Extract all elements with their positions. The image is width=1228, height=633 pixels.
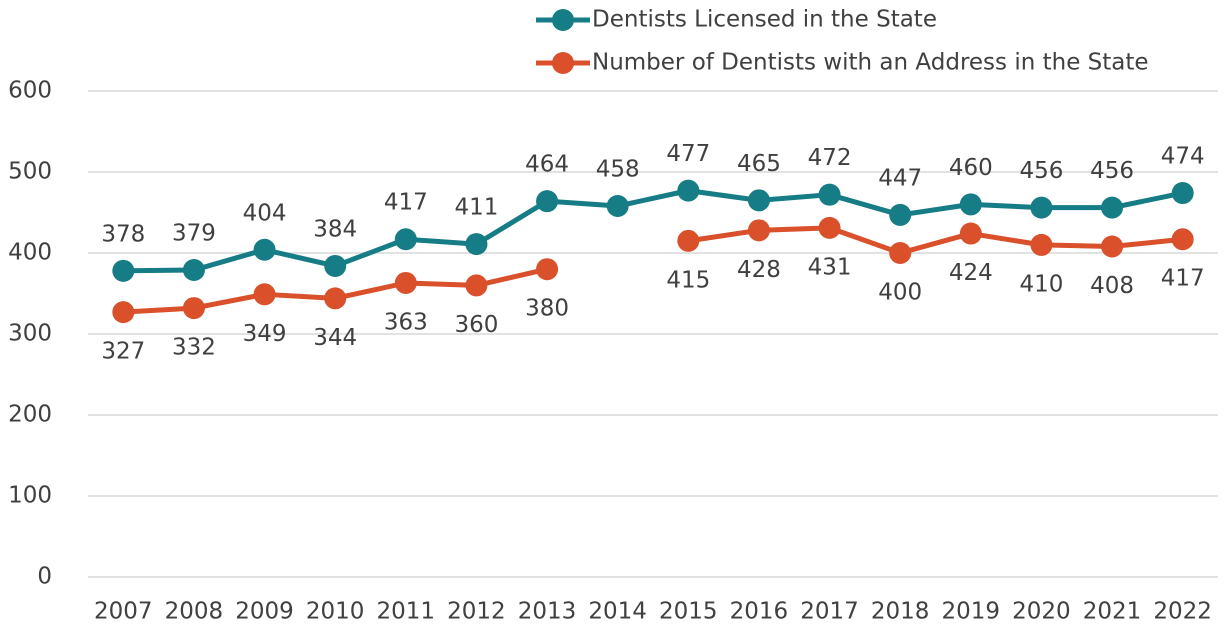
- y-tick-label: 300: [8, 321, 52, 347]
- series-line: [123, 225, 1183, 315]
- data-label: 332: [172, 335, 216, 361]
- x-tick-label: 2008: [165, 599, 224, 625]
- data-point: [889, 242, 912, 264]
- data-label: 379: [172, 221, 216, 247]
- data-label: 327: [101, 339, 145, 365]
- x-tick-label: 2022: [1153, 599, 1212, 625]
- data-label: 431: [808, 254, 852, 280]
- y-tick-label: 500: [8, 159, 52, 185]
- data-label: 417: [1161, 266, 1205, 292]
- x-tick-label: 2010: [306, 599, 365, 625]
- data-label: 344: [313, 325, 357, 351]
- data-point: [1101, 196, 1124, 219]
- data-point: [394, 271, 417, 294]
- x-tick-label: 2016: [730, 599, 789, 625]
- x-tick-label: 2009: [235, 599, 294, 625]
- data-label: 464: [525, 152, 569, 178]
- data-label: 474: [1161, 144, 1205, 170]
- data-point: [747, 189, 770, 212]
- data-label: 410: [1019, 271, 1063, 297]
- legend-marker: [552, 52, 574, 74]
- data-point: [324, 254, 347, 277]
- data-label: 349: [243, 321, 287, 347]
- data-label: 456: [1019, 158, 1063, 184]
- data-point: [818, 183, 841, 206]
- y-tick-label: 400: [8, 240, 52, 266]
- x-tick-label: 2011: [377, 599, 436, 625]
- data-label: 400: [878, 280, 922, 306]
- x-tick-label: 2018: [871, 599, 930, 625]
- data-point: [1171, 182, 1194, 205]
- data-label: 380: [525, 296, 569, 322]
- data-label: 384: [313, 216, 357, 242]
- data-point: [1030, 233, 1053, 256]
- data-label: 363: [384, 309, 428, 335]
- y-tick-label: 100: [8, 483, 52, 509]
- legend-marker: [552, 9, 574, 31]
- x-tick-label: 2017: [800, 599, 859, 625]
- data-point: [112, 259, 135, 282]
- data-point: [536, 190, 559, 213]
- x-tick-label: 2020: [1012, 599, 1071, 625]
- data-point: [394, 228, 417, 251]
- x-tick-label: 2014: [588, 599, 647, 625]
- data-label: 411: [454, 195, 498, 221]
- data-point: [253, 283, 276, 306]
- legend-label: Dentists Licensed in the State: [592, 7, 937, 33]
- data-label: 408: [1090, 273, 1134, 299]
- data-point: [889, 203, 912, 226]
- data-label: 417: [384, 190, 428, 216]
- y-tick-label: 0: [37, 564, 52, 590]
- data-point: [465, 233, 488, 256]
- data-label: 472: [808, 145, 852, 171]
- data-label: 458: [596, 157, 640, 183]
- data-point: [959, 222, 982, 245]
- data-label: 428: [737, 257, 781, 283]
- data-label: 360: [454, 312, 498, 338]
- data-point: [747, 219, 770, 242]
- data-label: 415: [666, 267, 710, 293]
- data-label: 465: [737, 151, 781, 177]
- data-point: [112, 301, 135, 324]
- data-point: [1171, 228, 1194, 251]
- x-tick-label: 2013: [518, 599, 577, 625]
- series-line: [123, 188, 1184, 274]
- y-tick-label: 200: [8, 402, 52, 428]
- data-point: [182, 259, 205, 282]
- data-point: [536, 258, 559, 281]
- data-point: [818, 216, 841, 239]
- data-label: 477: [666, 141, 710, 167]
- x-tick-label: 2007: [94, 599, 153, 625]
- data-label: 424: [949, 260, 993, 286]
- data-point: [1101, 235, 1124, 258]
- data-point: [1030, 196, 1053, 219]
- x-tick-label: 2019: [942, 599, 1001, 625]
- x-tick-label: 2015: [659, 599, 718, 625]
- y-tick-label: 600: [8, 78, 52, 104]
- data-point: [677, 179, 700, 202]
- data-label: 456: [1090, 158, 1134, 184]
- legend-label: Number of Dentists with an Address in th…: [592, 50, 1149, 76]
- data-point: [324, 287, 347, 310]
- data-label: 378: [101, 221, 145, 247]
- data-label: 447: [878, 165, 922, 191]
- data-point: [677, 229, 700, 252]
- data-point: [465, 274, 488, 297]
- data-point: [959, 193, 982, 216]
- data-point: [182, 297, 205, 320]
- data-label: 460: [949, 155, 993, 181]
- data-label: 404: [243, 200, 287, 226]
- x-tick-label: 2021: [1083, 599, 1142, 625]
- data-point: [253, 238, 276, 261]
- data-point: [606, 195, 629, 218]
- x-tick-label: 2012: [447, 599, 506, 625]
